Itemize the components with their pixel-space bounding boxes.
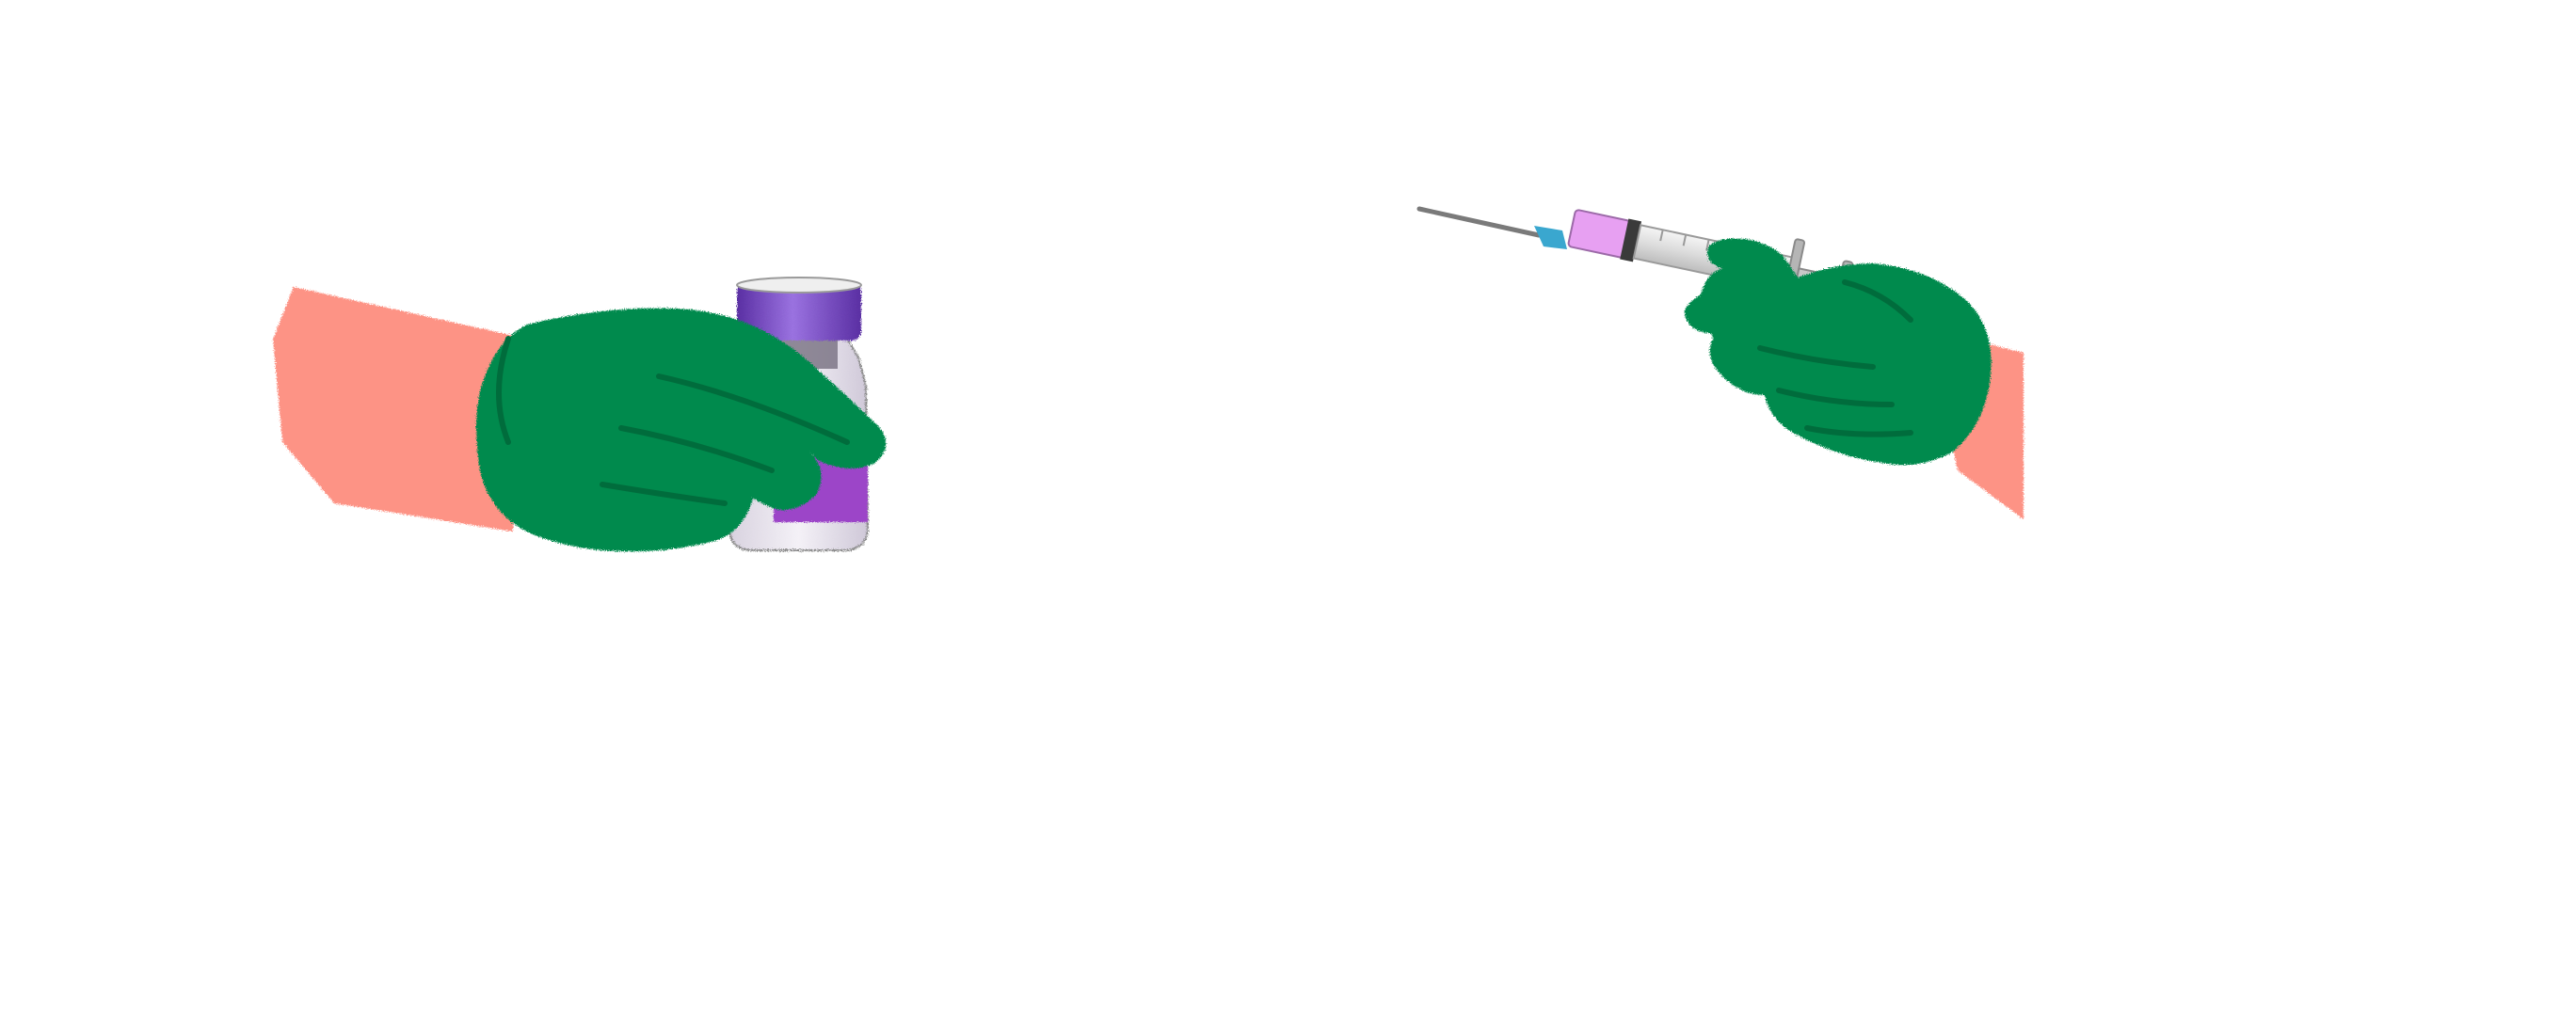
right-glove-finger-line-3 [1804,425,1913,437]
vial-cap [737,282,861,341]
syringe-needle [1416,206,1542,238]
vial-cap-top [736,277,862,294]
syringe-plunger-seal [1620,218,1642,262]
left-forearm [273,287,527,532]
left-hand-holding-vial [273,277,887,552]
left-glove [476,308,887,552]
right-glove-finger-line-1 [1757,345,1876,370]
syringe-liquid [1567,209,1632,259]
syringe-hub [1534,226,1567,249]
right-glove-index-finger [1685,290,1797,334]
left-glove-thumb [496,336,511,445]
left-glove-finger-line-2 [618,425,775,473]
right-glove-thumb-line [1842,279,1913,323]
right-glove [1700,238,1992,466]
right-hand-holding-syringe [1416,206,2024,519]
right-glove-finger-line-2 [1776,388,1895,407]
left-glove-finger-line-3 [600,482,728,506]
left-glove-finger-line-1 [656,373,850,445]
